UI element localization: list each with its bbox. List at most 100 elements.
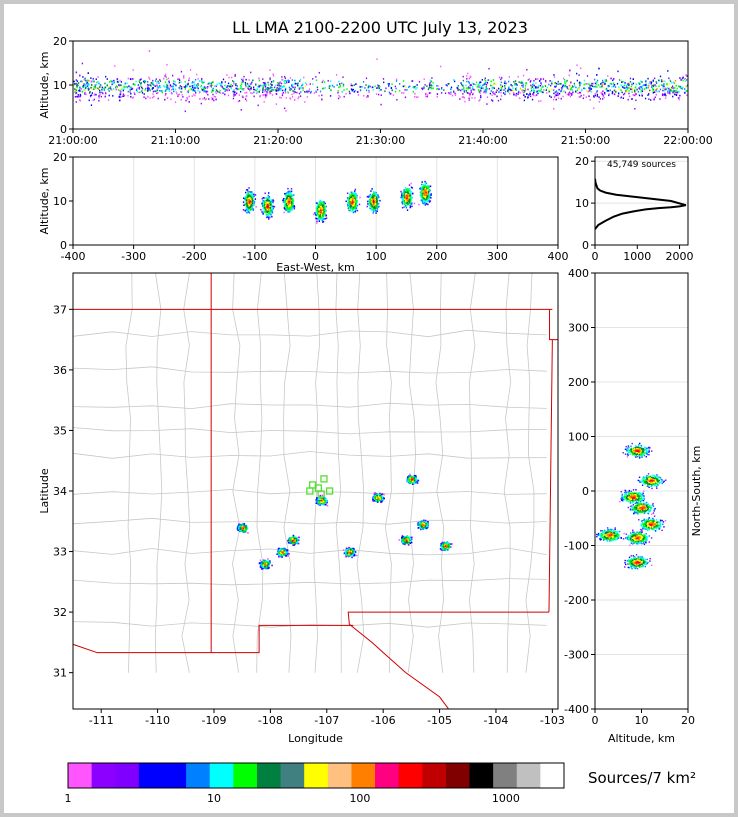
- ew-point: [248, 194, 250, 197]
- time-height-point: [292, 83, 294, 86]
- map-point: [288, 540, 291, 542]
- ew-point: [401, 193, 403, 195]
- ew-xlabel: East-West, km: [276, 261, 354, 274]
- time-height-point: [555, 98, 557, 101]
- ew-point: [263, 197, 266, 199]
- time-height-point: [156, 92, 158, 95]
- ew-point: [420, 186, 423, 189]
- time-height-point: [197, 78, 199, 80]
- time-height-point: [204, 98, 206, 101]
- time-height-point: [280, 96, 282, 99]
- ew-point: [266, 196, 268, 199]
- time-height-point: [175, 84, 177, 87]
- time-height-point: [120, 81, 123, 83]
- time-height-point: [276, 88, 278, 90]
- county-line: [73, 517, 547, 525]
- ew-point: [284, 204, 286, 206]
- time-height-point: [240, 83, 243, 86]
- time-height-point: [652, 91, 654, 94]
- time-height-point: [579, 83, 581, 86]
- ew-point: [286, 194, 288, 197]
- time-height-point: [93, 86, 95, 88]
- time-height-point: [155, 90, 158, 92]
- time-height-point: [676, 87, 678, 90]
- time-height-point: [244, 92, 246, 94]
- ew-point: [402, 190, 405, 193]
- ew-point: [401, 206, 404, 209]
- time-height-point: [86, 81, 88, 84]
- time-height-point: [578, 91, 581, 94]
- ew-point: [316, 202, 319, 204]
- time-height-point: [150, 82, 153, 84]
- time-height-point: [218, 82, 220, 85]
- time-height-point: [653, 98, 655, 101]
- time-height-point: [197, 89, 199, 92]
- time-height-point: [471, 87, 474, 90]
- ew-point: [429, 200, 432, 202]
- time-height-point: [674, 87, 676, 89]
- time-height-point: [177, 95, 179, 98]
- time-height-point: [188, 95, 190, 98]
- map-point: [295, 539, 298, 542]
- time-height-point: [202, 87, 205, 90]
- time-height-point: [540, 83, 543, 86]
- ew-point: [374, 200, 376, 203]
- time-height-point: [659, 88, 662, 91]
- time-height-point: [118, 84, 120, 86]
- ew-point: [320, 212, 323, 214]
- time-height-point: [541, 86, 543, 89]
- map-point: [295, 540, 298, 543]
- ew-point: [247, 192, 250, 195]
- ew-point: [408, 194, 410, 197]
- ew-point: [288, 199, 290, 201]
- time-height-point: [551, 80, 553, 83]
- time-height-point: [174, 101, 177, 104]
- time-height-point: [148, 76, 150, 79]
- time-height-point: [682, 86, 684, 89]
- time-height-point: [309, 83, 311, 85]
- time-height-point: [590, 84, 592, 87]
- time-height-point: [662, 93, 664, 95]
- ew-point: [261, 202, 263, 205]
- time-height-point: [635, 93, 637, 95]
- time-height-point: [423, 78, 425, 80]
- time-height-point: [77, 94, 79, 96]
- time-height-point: [510, 83, 512, 86]
- time-height-point: [500, 81, 502, 84]
- time-height-point: [492, 79, 495, 81]
- time-height-point: [527, 96, 529, 98]
- time-height-point: [275, 89, 278, 92]
- time-height-point: [664, 93, 666, 96]
- time-height-point: [321, 81, 323, 84]
- ew-point: [404, 189, 406, 191]
- ew-point: [242, 201, 245, 203]
- ew-point: [411, 197, 413, 199]
- time-height-point: [513, 93, 515, 96]
- time-height-point: [570, 81, 572, 84]
- time-height-point: [351, 89, 353, 91]
- ew-point: [289, 203, 291, 206]
- time-height-point: [291, 79, 294, 81]
- time-height-point: [283, 80, 285, 82]
- time-height-point: [79, 90, 81, 92]
- ew-point: [347, 207, 350, 210]
- county-line: [73, 402, 547, 410]
- ew-point: [377, 204, 379, 207]
- time-height-point: [211, 84, 214, 87]
- time-height-point: [423, 86, 425, 88]
- time-height-point: [89, 91, 91, 93]
- time-height-point: [478, 86, 480, 89]
- time-height-point: [188, 79, 190, 82]
- time-height-point: [554, 82, 556, 84]
- time-height-point: [262, 81, 265, 84]
- time-height-point: [380, 103, 382, 106]
- time-height-point: [111, 89, 114, 91]
- map-point: [289, 539, 292, 541]
- time-height-point: [204, 90, 207, 93]
- ew-point: [268, 213, 271, 216]
- time-height-point: [550, 82, 553, 85]
- time-height-point: [607, 89, 609, 92]
- ew-point: [369, 201, 371, 204]
- time-height-point: [262, 78, 264, 80]
- ew-point: [370, 195, 372, 197]
